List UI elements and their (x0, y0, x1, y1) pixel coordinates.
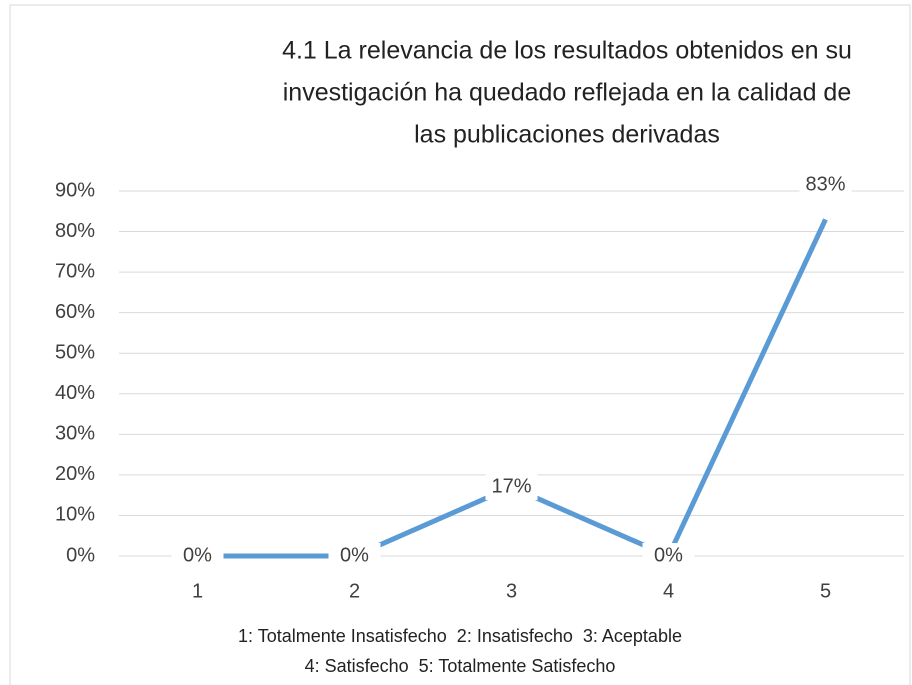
data-label: 17% (491, 475, 531, 497)
chart-title: las publicaciones derivadas (414, 121, 720, 149)
data-label-bg (328, 543, 381, 569)
data-label-bg (799, 172, 852, 199)
y-tick-label: 90% (55, 179, 95, 201)
y-tick-label: 0% (66, 544, 95, 566)
y-tick-label: 60% (55, 301, 95, 323)
chart-border (9, 4, 911, 685)
data-label: 0% (340, 544, 369, 566)
data-label-bg (171, 543, 224, 569)
y-tick-label: 10% (55, 504, 95, 526)
data-label: 0% (183, 544, 212, 566)
data-label: 0% (654, 544, 683, 566)
data-label: 83% (805, 174, 845, 196)
chart-title: 4.1 La relevancia de los resultados obte… (282, 37, 852, 65)
x-tick-label: 3 (506, 580, 517, 602)
x-tick-label: 5 (820, 580, 831, 602)
data-label-bg (485, 474, 538, 501)
y-tick-label: 30% (55, 423, 95, 445)
chart-title: investigación ha quedado reflejada en la… (283, 79, 851, 107)
data-label-bg (642, 543, 695, 569)
y-tick-label: 80% (55, 220, 95, 242)
y-tick-label: 50% (55, 342, 95, 364)
x-tick-label: 4 (663, 580, 674, 602)
note: 4: Satisfecho 5: Totalmente Satisfecho (305, 656, 616, 676)
note: 1: Totalmente Insatisfecho 2: Insatisfec… (238, 626, 682, 646)
y-tick-label: 20% (55, 463, 95, 485)
y-tick-label: 70% (55, 260, 95, 282)
x-tick-label: 1 (192, 580, 203, 602)
x-tick-label: 2 (349, 580, 360, 602)
y-tick-label: 40% (55, 382, 95, 404)
